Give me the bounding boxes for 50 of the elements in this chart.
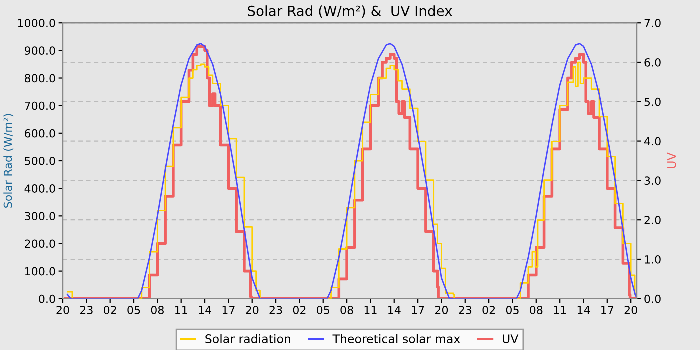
chart-title: Solar Rad (W/m²) & UV Index	[248, 6, 452, 18]
x-tick-label: 20	[624, 306, 638, 314]
y2-tick-label: 4.0	[644, 137, 661, 146]
x-tick-label: 14	[578, 306, 590, 314]
x-tick-label: 17	[222, 306, 235, 314]
y2-tick-label: 5.0	[644, 98, 661, 106]
legend-label: UV	[503, 334, 519, 344]
x-tick-label: 02	[104, 306, 116, 314]
x-tick-label: 23	[270, 306, 282, 314]
y-tick-label: 700.0	[25, 102, 56, 110]
x-tick-label: 17	[602, 306, 614, 314]
y-tick-label: 1000.0	[18, 19, 56, 28]
x-tick-label: 02	[482, 306, 496, 314]
x-tick-label: 14	[199, 306, 212, 314]
x-tick-label: 11	[554, 306, 566, 314]
x-tick-label: 23	[459, 306, 472, 314]
y2-tick-label: 3.0	[644, 176, 661, 186]
x-tick-label: 08	[340, 306, 354, 314]
y2-axis-title: UV	[668, 152, 676, 168]
y2-tick-label: 6.0	[644, 58, 661, 67]
x-tick-label: 05	[506, 306, 519, 314]
y2-tick-label: 1.0	[645, 255, 661, 264]
y-tick-label: 100.0	[25, 267, 56, 276]
y-tick-label: 200.0	[25, 240, 56, 248]
y2-tick-label: 7.0	[644, 19, 661, 28]
y-tick-label: 400.0	[24, 184, 56, 193]
x-tick-label: 20	[435, 306, 448, 314]
x-tick-label: 20	[246, 306, 259, 314]
x-tick-label: 08	[151, 306, 164, 314]
x-tick-label: 08	[530, 306, 543, 314]
legend-label: Theoretical solar max	[332, 334, 460, 344]
y-tick-label: 600.0	[25, 129, 56, 138]
x-tick-label: 14	[388, 306, 401, 314]
y-tick-label: 500.0	[25, 156, 56, 166]
x-tick-label: 23	[80, 306, 93, 314]
y-axis-title: Solar Rad (W/m²)	[4, 114, 14, 208]
x-tick-label: 11	[176, 306, 188, 314]
x-tick-label: 20	[56, 306, 70, 314]
x-tick-label: 17	[412, 306, 424, 314]
y-tick-label: 300.0	[25, 212, 56, 221]
y2-tick-label: 0.0	[644, 294, 661, 304]
x-tick-label: 05	[128, 306, 140, 314]
x-tick-label: 05	[317, 306, 330, 314]
y-tick-label: 800.0	[25, 74, 56, 83]
legend-label: Solar radiation	[206, 334, 290, 344]
y-tick-label: 0.0	[39, 294, 56, 304]
y-tick-label: 900.0	[24, 46, 56, 56]
x-tick-label: 02	[293, 306, 306, 314]
x-tick-label: 11	[364, 306, 377, 314]
y2-tick-label: 2.0	[644, 216, 661, 224]
